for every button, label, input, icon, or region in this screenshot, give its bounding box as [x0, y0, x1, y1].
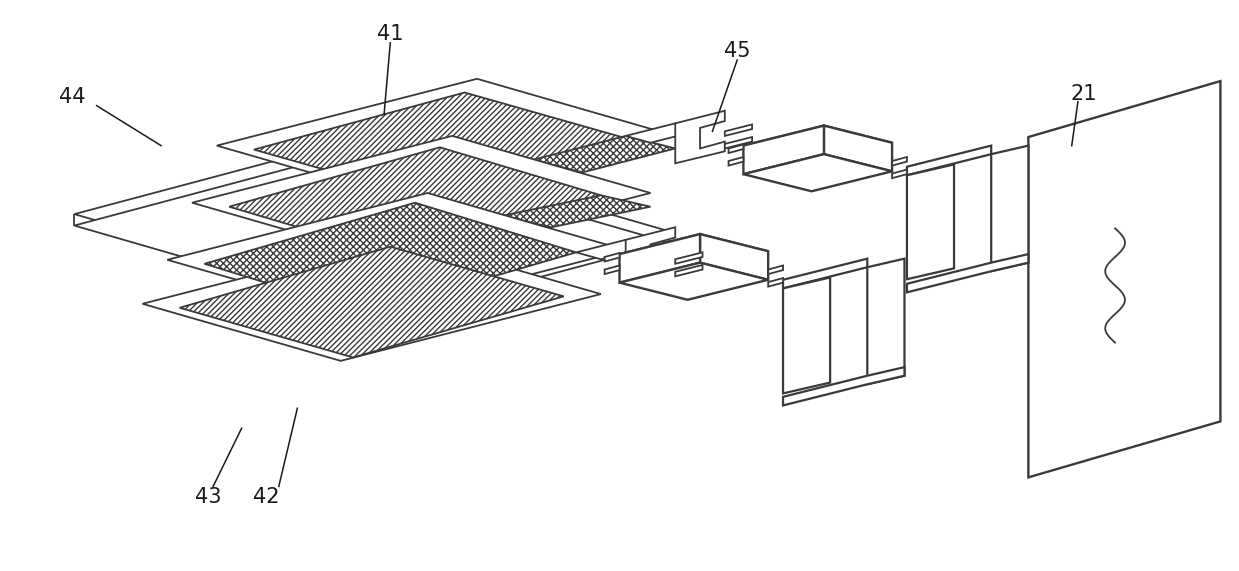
- Polygon shape: [907, 146, 991, 175]
- Polygon shape: [892, 170, 907, 178]
- Polygon shape: [167, 193, 626, 317]
- Polygon shape: [729, 144, 743, 153]
- Polygon shape: [605, 253, 620, 262]
- Polygon shape: [824, 126, 892, 171]
- Polygon shape: [142, 237, 601, 361]
- Polygon shape: [907, 164, 954, 279]
- Text: 43: 43: [195, 486, 222, 507]
- Polygon shape: [783, 367, 904, 405]
- Polygon shape: [620, 234, 700, 283]
- Polygon shape: [675, 252, 703, 264]
- Text: 42: 42: [253, 486, 280, 507]
- Polygon shape: [729, 157, 743, 166]
- Polygon shape: [626, 123, 700, 143]
- Polygon shape: [217, 79, 675, 203]
- Polygon shape: [892, 157, 907, 166]
- Polygon shape: [743, 126, 892, 163]
- Polygon shape: [867, 259, 904, 384]
- Polygon shape: [768, 278, 783, 287]
- Polygon shape: [675, 265, 703, 276]
- Polygon shape: [783, 259, 867, 288]
- Polygon shape: [743, 126, 824, 174]
- Text: 44: 44: [58, 87, 85, 107]
- Polygon shape: [576, 240, 650, 259]
- Text: 21: 21: [1070, 84, 1098, 104]
- Polygon shape: [675, 111, 725, 163]
- Polygon shape: [725, 137, 752, 148]
- Polygon shape: [74, 140, 669, 305]
- Polygon shape: [743, 154, 892, 191]
- Text: 41: 41: [377, 24, 404, 45]
- Polygon shape: [204, 203, 576, 313]
- Polygon shape: [725, 124, 752, 136]
- Text: 45: 45: [724, 41, 751, 62]
- Polygon shape: [783, 278, 830, 393]
- Polygon shape: [502, 195, 650, 227]
- Polygon shape: [192, 136, 650, 260]
- Polygon shape: [533, 136, 675, 172]
- Polygon shape: [907, 254, 1028, 292]
- Polygon shape: [626, 227, 675, 280]
- Polygon shape: [229, 147, 601, 255]
- Polygon shape: [700, 234, 768, 280]
- Polygon shape: [605, 266, 620, 274]
- Polygon shape: [620, 263, 768, 300]
- Polygon shape: [768, 266, 783, 274]
- Polygon shape: [1028, 81, 1220, 477]
- Polygon shape: [254, 93, 626, 195]
- Polygon shape: [620, 234, 768, 271]
- Polygon shape: [74, 151, 669, 317]
- Polygon shape: [180, 247, 564, 357]
- Polygon shape: [991, 146, 1028, 271]
